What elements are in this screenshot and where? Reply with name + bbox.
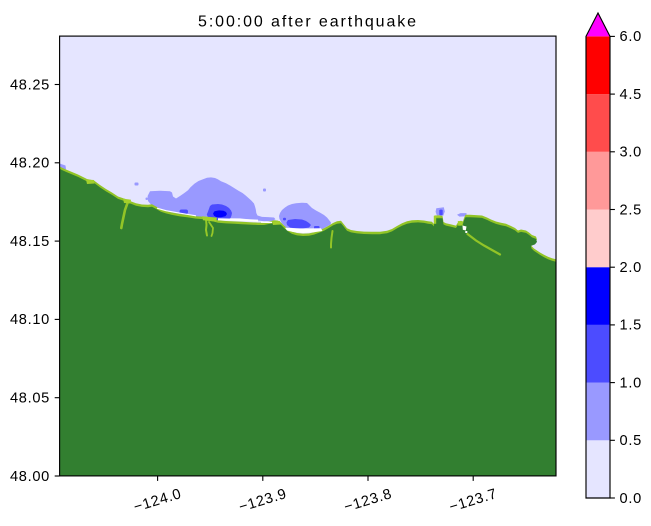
svg-text:1.5: 1.5 bbox=[620, 318, 642, 334]
svg-text:4.5: 4.5 bbox=[620, 87, 642, 103]
svg-text:48.00: 48.00 bbox=[10, 469, 50, 485]
svg-text:48.20: 48.20 bbox=[10, 156, 50, 172]
svg-text:48.15: 48.15 bbox=[10, 234, 50, 250]
svg-text:6.0: 6.0 bbox=[620, 29, 642, 45]
svg-text:1.0: 1.0 bbox=[620, 375, 642, 391]
svg-text:5:00:00 after earthquake: 5:00:00 after earthquake bbox=[198, 14, 418, 31]
svg-text:0.5: 0.5 bbox=[620, 433, 642, 449]
svg-text:2.0: 2.0 bbox=[620, 260, 642, 276]
svg-text:48.10: 48.10 bbox=[10, 312, 50, 328]
svg-text:2.5: 2.5 bbox=[620, 202, 642, 218]
svg-text:48.25: 48.25 bbox=[10, 77, 50, 93]
svg-text:0.0: 0.0 bbox=[620, 491, 642, 507]
svg-text:48.05: 48.05 bbox=[10, 391, 50, 407]
svg-text:3.0: 3.0 bbox=[620, 145, 642, 161]
